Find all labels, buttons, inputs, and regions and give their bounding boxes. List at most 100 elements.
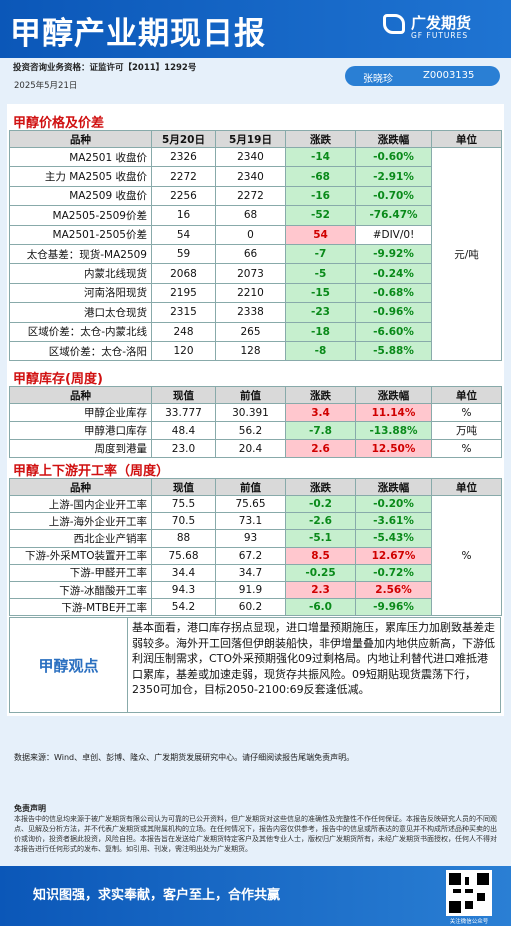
cell: -0.96% — [355, 302, 432, 323]
view-box: 甲醇观点 基本面看，港口库存拐点显现，进口增量预期施压，累库压力加剧致基差走弱较… — [9, 617, 501, 713]
cell: 54 — [151, 224, 216, 245]
cell: 区域价差：太仓-洛阳 — [9, 340, 152, 362]
cell: 周度到港量 — [9, 439, 152, 458]
data-row: 上游-海外企业开工率 70.5 73.1 -2.6 -3.61% — [9, 512, 502, 531]
data-table: 品种 现值 前值 涨跌 涨跌幅 单位 甲醇企业库存 33.777 30.391 3.4 11.14%… — [9, 386, 502, 458]
cell: 12.67% — [355, 546, 432, 565]
qr-caption: 关注微信公众号 — [449, 919, 489, 925]
header-band: 甲醇产业期现日报 广发期货 GF FUTURES — [0, 0, 511, 58]
data-row: 甲醇港口库存 48.4 56.2 -7.8 -13.88% 万吨 — [9, 421, 502, 440]
data-row: 区域价差：太仓-内蒙北线 248 265 -18 -6.60% — [9, 321, 502, 342]
cell: -0.60% — [355, 146, 432, 168]
cell: -9.96% — [355, 598, 432, 617]
cell: -14 — [285, 146, 356, 168]
cell: 248 — [151, 321, 216, 342]
column-header: 前值 — [215, 386, 286, 404]
column-header: 涨跌 — [285, 130, 356, 148]
source: 数据来源：Wind、卓创、彭博、隆众、广发期货发展研究中心。请仔细阅读报告尾端免… — [14, 753, 355, 762]
qr-pattern — [449, 873, 489, 913]
cell: 75.5 — [151, 494, 216, 514]
cell: -0.68% — [355, 282, 432, 304]
cell: MA2509 收盘价 — [9, 185, 152, 207]
cell: 0 — [215, 224, 286, 245]
header-row: 品种 现值 前值 涨跌 涨跌幅 单位 — [9, 386, 502, 404]
cell: -7 — [285, 243, 356, 265]
cell: 20.4 — [215, 439, 286, 458]
cell: -52 — [285, 205, 356, 226]
cell: 河南洛阳现货 — [9, 282, 152, 304]
column-header: 现值 — [151, 478, 216, 496]
cell: MA2501 收盘价 — [9, 146, 152, 168]
cell: 港口太仓现货 — [9, 302, 152, 323]
cell: 16 — [151, 205, 216, 226]
disclaimer-title: 免责声明 — [14, 804, 46, 813]
cell: -3.61% — [355, 512, 432, 531]
cell: 66 — [215, 243, 286, 265]
cell: -0.72% — [355, 563, 432, 582]
section-title: 甲醇价格及价差 — [13, 116, 105, 131]
cell: 120 — [151, 340, 216, 362]
cell: 94.3 — [151, 580, 216, 600]
column-header: 单位 — [431, 478, 502, 496]
cell: 33.777 — [151, 403, 216, 422]
cell: 2338 — [215, 302, 286, 323]
cell: 2.3 — [285, 580, 356, 600]
cell: 2272 — [215, 185, 286, 207]
cell: -5.43% — [355, 529, 432, 548]
cell: -76.47% — [355, 205, 432, 226]
cell: 上游-国内企业开工率 — [9, 494, 152, 514]
table-section: 甲醇库存(周度) 品种 现值 前值 涨跌 涨跌幅 单位 甲醇企业库存 33.777 30.391 3… — [9, 366, 502, 458]
cell: 128 — [215, 340, 286, 362]
section-title: 甲醇库存(周度) — [13, 372, 103, 387]
cell: -7.8 — [285, 421, 356, 440]
cell: -5 — [285, 263, 356, 284]
cell: 265 — [215, 321, 286, 342]
cell: 48.4 — [151, 421, 216, 440]
data-row: MA2501 收盘价 2326 2340 -14 -0.60% 元/吨 — [9, 146, 502, 362]
cell: 73.1 — [215, 512, 286, 531]
cell: 下游-外采MTO装置开工率 — [9, 546, 152, 565]
cell: 75.68 — [151, 546, 216, 565]
cell: -68 — [285, 166, 356, 187]
cell: 34.7 — [215, 563, 286, 582]
unit-cell: 元/吨 — [431, 146, 502, 362]
license: Z0003135 — [423, 70, 475, 81]
report-date: 2025年5月21日 — [14, 81, 78, 91]
cell: 下游-MTBE开工率 — [9, 598, 152, 617]
cell: -6.0 — [285, 598, 356, 617]
cell: -0.70% — [355, 185, 432, 207]
cell: 下游-冰醋酸开工率 — [9, 580, 152, 600]
cell: -18 — [285, 321, 356, 342]
data-row: 主力 MA2505 收盘价 2272 2340 -68 -2.91% — [9, 166, 502, 187]
column-header: 单位 — [431, 386, 502, 404]
cell: 12.50% — [355, 439, 432, 458]
cell: -5.1 — [285, 529, 356, 548]
column-header: 5月19日 — [215, 130, 286, 148]
cell: 70.5 — [151, 512, 216, 531]
cell: 88 — [151, 529, 216, 548]
logo-cn: 广发期货 — [411, 14, 472, 32]
header-row: 品种 5月20日 5月19日 涨跌 涨跌幅 单位 — [9, 130, 502, 148]
cell: 上游-海外企业开工率 — [9, 512, 152, 531]
cell: 67.2 — [215, 546, 286, 565]
disclaimer-text: 本报告中的信息均来源于被广发期货有限公司认为可靠的已公开资料，但广发期货对这些信… — [14, 815, 497, 853]
logo-icon — [383, 14, 405, 34]
footer-band: 知识图强，求实奉献，客户至上，合作共赢 关注微信公众号 — [0, 866, 511, 926]
cell: 2195 — [151, 282, 216, 304]
cell: -2.6 — [285, 512, 356, 531]
cell: 8.5 — [285, 546, 356, 565]
cell: -2.91% — [355, 166, 432, 187]
cell: 2326 — [151, 146, 216, 168]
data-row: 太仓基差：现货-MA2509 59 66 -7 -9.92% — [9, 243, 502, 265]
cell: 34.4 — [151, 563, 216, 582]
cell: 11.14% — [355, 403, 432, 422]
cell: 60.2 — [215, 598, 286, 617]
table-section: 甲醇价格及价差 品种 5月20日 5月19日 涨跌 涨跌幅 单位 MA2501 收盘价 2326… — [9, 110, 502, 362]
cell: 2340 — [215, 166, 286, 187]
column-header: 涨跌 — [285, 386, 356, 404]
cell: 太仓基差：现货-MA2509 — [9, 243, 152, 265]
cell: -0.25 — [285, 563, 356, 582]
cell: 75.65 — [215, 494, 286, 514]
unit-cell: % — [431, 403, 502, 422]
